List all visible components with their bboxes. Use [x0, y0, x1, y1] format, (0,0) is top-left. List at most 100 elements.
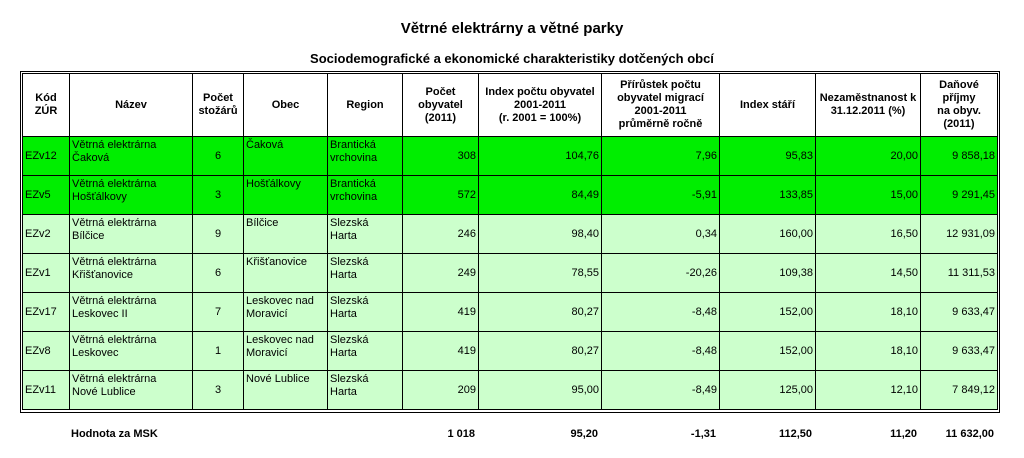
text-line: na obyv. (2011): [937, 105, 981, 130]
cell-prirustek: -8,49: [601, 370, 720, 410]
cell-pocet-stozaru: 1: [192, 331, 244, 371]
text-line: Bílčice: [246, 217, 279, 229]
table-row: EZv1 Větrná elektrárna Křišťanovice 6 Křišťa…: [22, 253, 998, 293]
text-line: Harta: [330, 386, 357, 398]
cell-index-poctu: 95,00: [478, 370, 602, 410]
table-frame: [20, 71, 1000, 413]
cell-nazev: Větrná elektrárna Křišťanovice: [69, 253, 193, 293]
text-line: Index stáří: [739, 98, 796, 111]
text-line: Leskovec nad: [246, 295, 314, 307]
cell-nazev: Větrná elektrárna Leskovec II: [69, 292, 193, 332]
cell-pocet-obyvatel: 419: [402, 331, 479, 371]
cell-nezamestnanost: 12,10: [815, 370, 921, 410]
text-line: (2011): [424, 111, 457, 124]
text-line: (r. 2001 = 100%): [498, 111, 582, 124]
text-line: Čaková: [246, 139, 284, 151]
cell-index-poctu: 80,27: [478, 331, 602, 371]
text-line: Přírůstek počtu: [620, 79, 701, 91]
data-table: Kód ZÚR Název Počet stožárů Obec Region Po…: [22, 73, 998, 410]
text-line: Harta: [330, 347, 357, 359]
text-line: Leskovec: [72, 347, 119, 359]
text-line: Brantická: [330, 178, 376, 190]
header-kod: Kód ZÚR: [22, 73, 70, 137]
total-table: Hodnota za MSK 1 018 95,20 -1,31 112,50 …: [22, 425, 997, 443]
cell-nezamestnanost: 15,00: [815, 175, 921, 215]
table-row: EZv17 Větrná elektrárna Leskovec II 7 Leskov…: [22, 292, 998, 332]
text-line: Větrná elektrárna: [72, 334, 157, 346]
text-line: obyvatel migrací: [617, 92, 704, 104]
cell-pocet-stozaru: 9: [192, 214, 244, 254]
text-line: 2001-2011: [514, 98, 566, 111]
header-prirustek: Přírůstek počtu obyvatel migrací 2001-2011…: [601, 73, 720, 137]
cell-index-stari: 125,00: [719, 370, 816, 410]
text-line: Hošťálkovy: [246, 178, 301, 190]
text-line: Nové Lublice: [72, 386, 136, 398]
text-line: Nezaměstnanost k: [819, 92, 917, 104]
cell-index-poctu: 84,49: [478, 175, 602, 215]
text-line: Kód: [35, 92, 57, 104]
table-row: EZv11 Větrná elektrárna Nové Lublice 3 Nové …: [22, 370, 998, 410]
cell-nezamestnanost: 18,10: [815, 331, 921, 371]
cell-pocet-stozaru: 3: [192, 175, 244, 215]
cell-prirustek: -20,26: [601, 253, 720, 293]
text-line: Moravicí: [246, 308, 288, 320]
cell-prirustek: -8,48: [601, 331, 720, 371]
text-line: vrchovina: [330, 152, 378, 164]
total-obyvatel: 1 018: [447, 428, 475, 440]
header-pocet-obyvatel: Počet obyvatel (2011): [402, 73, 479, 137]
text-line: Větrná elektrárna: [72, 373, 157, 385]
header-pocet-stozaru: Počet stožárů: [192, 73, 244, 137]
cell-obec: Leskovec nad Moravicí: [243, 331, 328, 371]
cell-obec: Čaková: [243, 136, 328, 176]
text-line: Větrná elektrárna: [72, 217, 157, 229]
text-line: Bílčice: [72, 230, 105, 242]
cell-pocet-obyvatel: 209: [402, 370, 479, 410]
cell-region: Slezská Harta: [327, 253, 403, 293]
cell-region: Brantická vrchovina: [327, 136, 403, 176]
text-line: Slezská: [330, 334, 369, 346]
text-line: Moravicí: [246, 347, 288, 359]
text-line: Slezská: [330, 256, 369, 268]
cell-kod: EZv2: [22, 214, 70, 254]
total-label: Hodnota za MSK: [71, 428, 158, 440]
text-line: Leskovec II: [72, 308, 128, 320]
text-line: Čaková: [72, 152, 110, 164]
cell-obec: Leskovec nad Moravicí: [243, 292, 328, 332]
text-line: Větrná elektrárna: [72, 295, 157, 307]
cell-kod: EZv5: [22, 175, 70, 215]
cell-danove-prijmy: 9 633,47: [920, 292, 998, 332]
text-line: vrchovina: [330, 191, 378, 203]
header-danove-prijmy: Daňové příjmy na obyv. (2011): [920, 73, 998, 137]
cell-region: Slezská Harta: [327, 370, 403, 410]
text-line: ZÚR: [34, 105, 58, 117]
text-line: Větrná elektrárna: [72, 139, 157, 151]
cell-pocet-obyvatel: 246: [402, 214, 479, 254]
cell-region: Slezská Harta: [327, 331, 403, 371]
cell-danove-prijmy: 9 633,47: [920, 331, 998, 371]
cell-prirustek: 0,34: [601, 214, 720, 254]
cell-nezamestnanost: 16,50: [815, 214, 921, 254]
cell-danove-prijmy: 12 931,09: [920, 214, 998, 254]
header-row: Kód ZÚR Název Počet stožárů Obec Region Po…: [22, 73, 998, 137]
cell-nazev: Větrná elektrárna Leskovec: [69, 331, 193, 371]
cell-pocet-stozaru: 3: [192, 370, 244, 410]
text-line: Brantická: [330, 139, 376, 151]
text-line: Harta: [330, 230, 357, 242]
text-line: Slezská: [330, 295, 369, 307]
header-nazev: Název: [69, 73, 193, 137]
cell-pocet-stozaru: 7: [192, 292, 244, 332]
text-line: Nové Lublice: [246, 373, 310, 385]
cell-pocet-obyvatel: 249: [402, 253, 479, 293]
cell-index-poctu: 78,55: [478, 253, 602, 293]
cell-obec: Křišťanovice: [243, 253, 328, 293]
cell-nazev: Větrná elektrárna Čaková: [69, 136, 193, 176]
text-line: stožárů: [198, 105, 238, 117]
cell-nezamestnanost: 14,50: [815, 253, 921, 293]
cell-pocet-obyvatel: 308: [402, 136, 479, 176]
cell-obec: Nové Lublice: [243, 370, 328, 410]
cell-kod: EZv8: [22, 331, 70, 371]
header-index-stari: Index stáří: [719, 73, 816, 137]
cell-danove-prijmy: 11 311,53: [920, 253, 998, 293]
total-dan: 11 632,00: [945, 428, 994, 440]
cell-danove-prijmy: 9 858,18: [920, 136, 998, 176]
